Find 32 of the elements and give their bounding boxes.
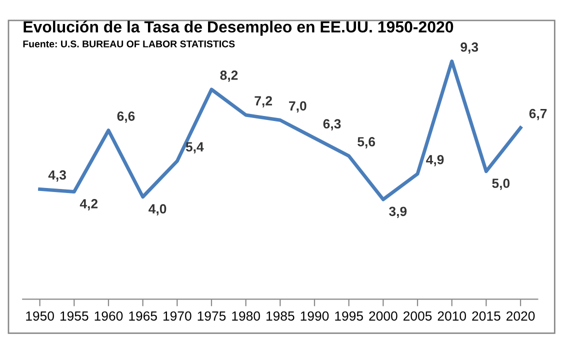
x-tick-label: 2020 [506,311,535,321]
data-label: 5,0 [492,178,510,190]
data-label: 4,2 [80,199,98,210]
x-tick-label: 1960 [94,311,123,321]
x-tick-label: 1955 [60,311,88,321]
x-tick-label: 1950 [26,311,54,321]
data-label: 5,4 [186,142,204,154]
data-label: 5,6 [358,137,376,148]
data-label: 3,9 [389,206,407,218]
x-tick-label: 1975 [198,311,226,321]
chart-subtitle: Fuente: U.S. BUREAU OF LABOR STATISTICS [23,40,235,48]
x-tick-label: 1990 [300,311,329,321]
x-tick-label: 1985 [266,311,294,321]
chart-title: Evolución de la Tasa de Desempleo en EE.UU. 1950-2020 [24,20,454,36]
data-label: 6,6 [117,111,135,123]
x-tick-label: 1995 [335,311,363,321]
x-tick-label: 2015 [472,311,500,321]
x-tick-label: 2005 [404,311,432,321]
data-label: 9,3 [460,42,478,54]
x-tick-label: 1980 [232,311,260,321]
x-tick-label: 2000 [369,311,398,321]
data-label: 4,0 [148,204,166,216]
data-label: 6,7 [529,108,547,120]
data-label: 4,3 [48,170,66,182]
data-label: 6,3 [323,119,341,130]
data-label: 7,2 [254,96,272,108]
x-tick-label: 1965 [129,311,157,321]
x-tick-label: 1970 [163,311,192,321]
data-label: 8,2 [220,70,238,82]
x-tick-label: 2010 [438,311,466,321]
data-label: 7,0 [289,101,306,112]
data-label: 4,9 [426,154,444,166]
